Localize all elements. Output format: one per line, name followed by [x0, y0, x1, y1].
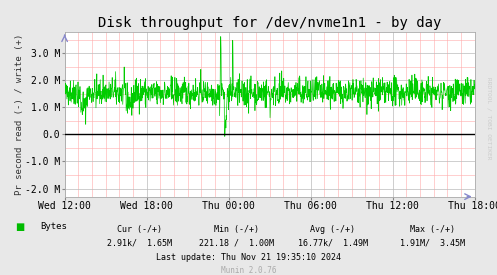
Text: Last update: Thu Nov 21 19:35:10 2024: Last update: Thu Nov 21 19:35:10 2024: [156, 253, 341, 262]
Text: Min (-/+): Min (-/+): [214, 225, 258, 234]
Text: 16.77k/  1.49M: 16.77k/ 1.49M: [298, 239, 368, 248]
Text: 2.91k/  1.65M: 2.91k/ 1.65M: [107, 239, 171, 248]
Text: Cur (-/+): Cur (-/+): [117, 225, 162, 234]
Y-axis label: Pr second read (-) / write (+): Pr second read (-) / write (+): [15, 34, 24, 195]
Text: 1.91M/  3.45M: 1.91M/ 3.45M: [400, 239, 465, 248]
Title: Disk throughput for /dev/nvme1n1 - by day: Disk throughput for /dev/nvme1n1 - by da…: [98, 16, 441, 31]
Text: Munin 2.0.76: Munin 2.0.76: [221, 266, 276, 274]
Text: Avg (-/+): Avg (-/+): [311, 225, 355, 234]
Text: RRDTOOL / TOBI OETIKER: RRDTOOL / TOBI OETIKER: [486, 77, 491, 160]
Text: ■: ■: [15, 222, 24, 232]
Text: Max (-/+): Max (-/+): [410, 225, 455, 234]
Text: Bytes: Bytes: [40, 222, 67, 231]
Text: 221.18 /  1.00M: 221.18 / 1.00M: [199, 239, 273, 248]
